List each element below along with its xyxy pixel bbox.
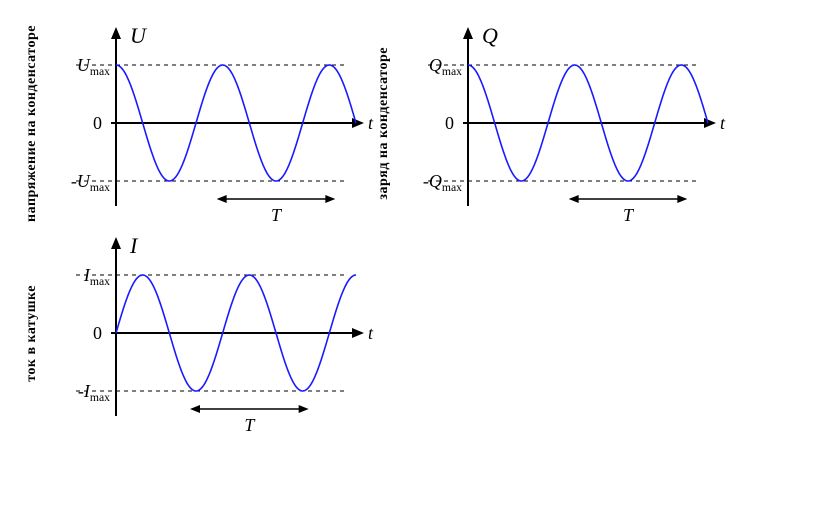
vlabel-charge: заряд на конденсаторе — [376, 47, 392, 200]
plot-charge: Q Qmax -Qmax 0 t T — [398, 18, 728, 228]
svg-text:0: 0 — [445, 113, 454, 133]
row-bottom: ток в катушке I Imax -Imax 0 t T — [24, 228, 815, 438]
svg-text:Imax: Imax — [83, 265, 110, 288]
svg-text:-Umax: -Umax — [71, 171, 110, 194]
panel-voltage: напряжение на конденсаторе U Umax -Umax 0 t T — [24, 18, 376, 228]
vlabel-current: ток в катушке — [24, 285, 40, 382]
svg-text:Q: Q — [482, 23, 498, 48]
svg-text:Umax: Umax — [77, 55, 110, 78]
svg-text:T: T — [623, 205, 635, 225]
svg-text:t: t — [368, 323, 374, 343]
svg-text:t: t — [368, 113, 374, 133]
svg-text:-Imax: -Imax — [78, 381, 110, 404]
panel-charge: заряд на конденсаторе Q Qmax -Qmax 0 t T — [376, 18, 728, 228]
plot-current: I Imax -Imax 0 t T — [46, 228, 376, 438]
svg-text:T: T — [271, 205, 283, 225]
svg-text:I: I — [129, 233, 139, 258]
row-top: напряжение на конденсатореUUmax-Umax0tT … — [24, 18, 815, 228]
panel-current: ток в катушке I Imax -Imax 0 t T — [24, 228, 376, 438]
figure-page: напряжение на конденсатореUUmax-Umax0tT … — [0, 0, 839, 531]
plot-voltage: U Umax -Umax 0 t T — [46, 18, 376, 228]
vlabel-voltage: напряжение на конденсаторе — [24, 25, 40, 222]
svg-text:t: t — [720, 113, 726, 133]
svg-text:U: U — [130, 23, 148, 48]
svg-text:T: T — [244, 415, 256, 435]
svg-text:Qmax: Qmax — [429, 55, 462, 78]
svg-text:-Qmax: -Qmax — [423, 171, 462, 194]
svg-text:0: 0 — [93, 323, 102, 343]
svg-text:0: 0 — [93, 113, 102, 133]
